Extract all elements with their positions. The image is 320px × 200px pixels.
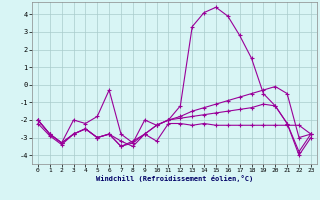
- X-axis label: Windchill (Refroidissement éolien,°C): Windchill (Refroidissement éolien,°C): [96, 175, 253, 182]
